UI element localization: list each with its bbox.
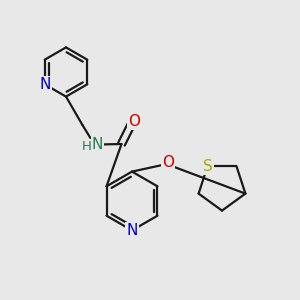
Text: H: H [82, 140, 92, 153]
Text: O: O [162, 155, 174, 170]
Text: S: S [203, 159, 212, 174]
Text: N: N [39, 77, 50, 92]
Text: N: N [126, 223, 138, 238]
Text: O: O [128, 114, 140, 129]
Text: N: N [92, 137, 103, 152]
